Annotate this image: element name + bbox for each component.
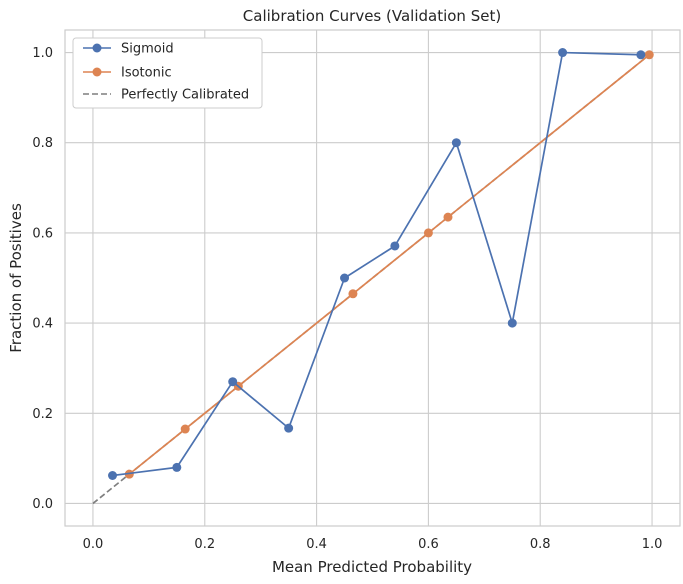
- legend: Sigmoid Isotonic Perfectly Calibrated: [72, 37, 263, 109]
- x-tick-label: 0.4: [306, 537, 327, 552]
- data-point-isotonic: [348, 289, 358, 299]
- x-tick-labels: 0.0 0.2 0.4 0.6 0.8 1.0: [83, 537, 663, 552]
- grid-lines: [65, 30, 680, 526]
- series-layer: [92, 48, 654, 505]
- data-point-isotonic: [644, 50, 654, 60]
- data-point-sigmoid: [172, 462, 182, 472]
- y-tick-labels: 0.0 0.2 0.4 0.6 0.8 1.0: [32, 46, 53, 512]
- data-point-isotonic: [423, 228, 433, 238]
- data-point-sigmoid: [636, 50, 646, 60]
- x-tick-label: 0.8: [530, 537, 551, 552]
- x-axis-label: Mean Predicted Probability: [272, 558, 472, 576]
- x-tick-label: 1.0: [642, 537, 663, 552]
- data-point-sigmoid: [284, 423, 294, 433]
- y-tick-label: 0.0: [32, 497, 53, 512]
- x-tick-label: 0.0: [83, 537, 104, 552]
- chart-title: Calibration Curves (Validation Set): [243, 7, 501, 25]
- y-tick-label: 0.6: [32, 226, 53, 241]
- y-tick-label: 0.8: [32, 136, 53, 151]
- legend-sigmoid-label: Sigmoid: [121, 42, 174, 57]
- plot-border: [64, 29, 681, 527]
- x-tick-label: 0.6: [418, 537, 439, 552]
- data-point-sigmoid: [228, 377, 238, 387]
- data-point-sigmoid: [507, 318, 517, 328]
- x-tick-label: 0.2: [194, 537, 215, 552]
- series-line-sigmoid: [112, 51, 641, 477]
- plot-frame: [64, 29, 681, 527]
- data-point-isotonic: [180, 424, 190, 434]
- legend-isotonic-marker: [92, 67, 102, 77]
- y-axis-label: Fraction of Positives: [7, 203, 25, 353]
- legend-box: [72, 37, 263, 109]
- data-point-sigmoid: [108, 470, 118, 480]
- data-point-sigmoid: [340, 273, 350, 283]
- data-point-sigmoid: [390, 241, 400, 251]
- legend-perfect-label: Perfectly Calibrated: [121, 88, 249, 103]
- data-point-sigmoid: [451, 138, 461, 148]
- data-point-isotonic: [443, 212, 453, 222]
- y-tick-label: 0.4: [32, 317, 53, 332]
- y-tick-label: 0.2: [32, 407, 53, 422]
- legend-isotonic-label: Isotonic: [121, 66, 172, 81]
- legend-sigmoid-marker: [92, 43, 102, 53]
- data-point-sigmoid: [558, 48, 568, 58]
- y-tick-label: 1.0: [32, 46, 53, 61]
